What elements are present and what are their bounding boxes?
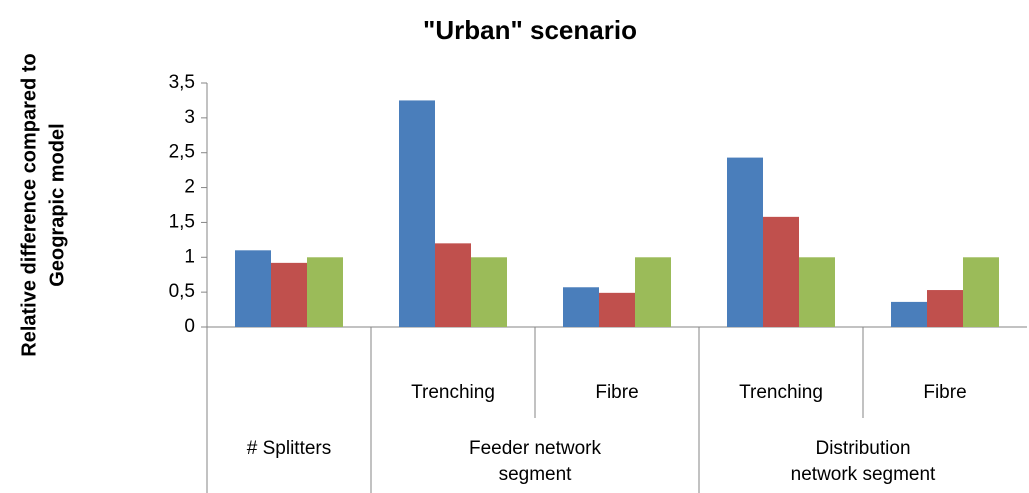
chart-title: "Urban" scenario [423, 15, 637, 45]
bar [599, 292, 635, 327]
y-axis-label: Geograpic model [46, 123, 68, 286]
y-tick-label: 3,5 [169, 72, 195, 93]
bar [763, 216, 799, 327]
bar [435, 243, 471, 327]
bar [399, 100, 435, 327]
bar [271, 262, 307, 327]
x-tick-label: Fibre [923, 382, 967, 403]
x-tick-label: Trenching [739, 382, 823, 403]
bar [307, 257, 343, 327]
bar [727, 157, 763, 327]
bar [563, 287, 599, 327]
x-tick-label: Trenching [411, 382, 495, 403]
y-tick-label: 0,5 [169, 281, 195, 302]
y-tick-label: 1 [184, 246, 195, 267]
bar [963, 257, 999, 327]
group-label: Distribution network segment [790, 438, 936, 485]
bar [927, 290, 963, 327]
y-axis-label: Relative difference compared to [18, 53, 40, 356]
bar [471, 257, 507, 327]
bar [635, 257, 671, 327]
y-tick-label: 3 [184, 107, 195, 128]
group-label: # Splitters [246, 438, 332, 459]
y-tick-label: 0 [184, 316, 195, 337]
bar [799, 257, 835, 327]
x-tick-label: Fibre [595, 382, 639, 403]
bar [891, 301, 927, 327]
y-tick-label: 2 [184, 177, 195, 198]
y-tick-label: 1,5 [169, 211, 195, 232]
y-tick-label: 2,5 [169, 142, 195, 163]
group-label: Feeder network segment [468, 438, 601, 485]
bar [235, 250, 271, 327]
